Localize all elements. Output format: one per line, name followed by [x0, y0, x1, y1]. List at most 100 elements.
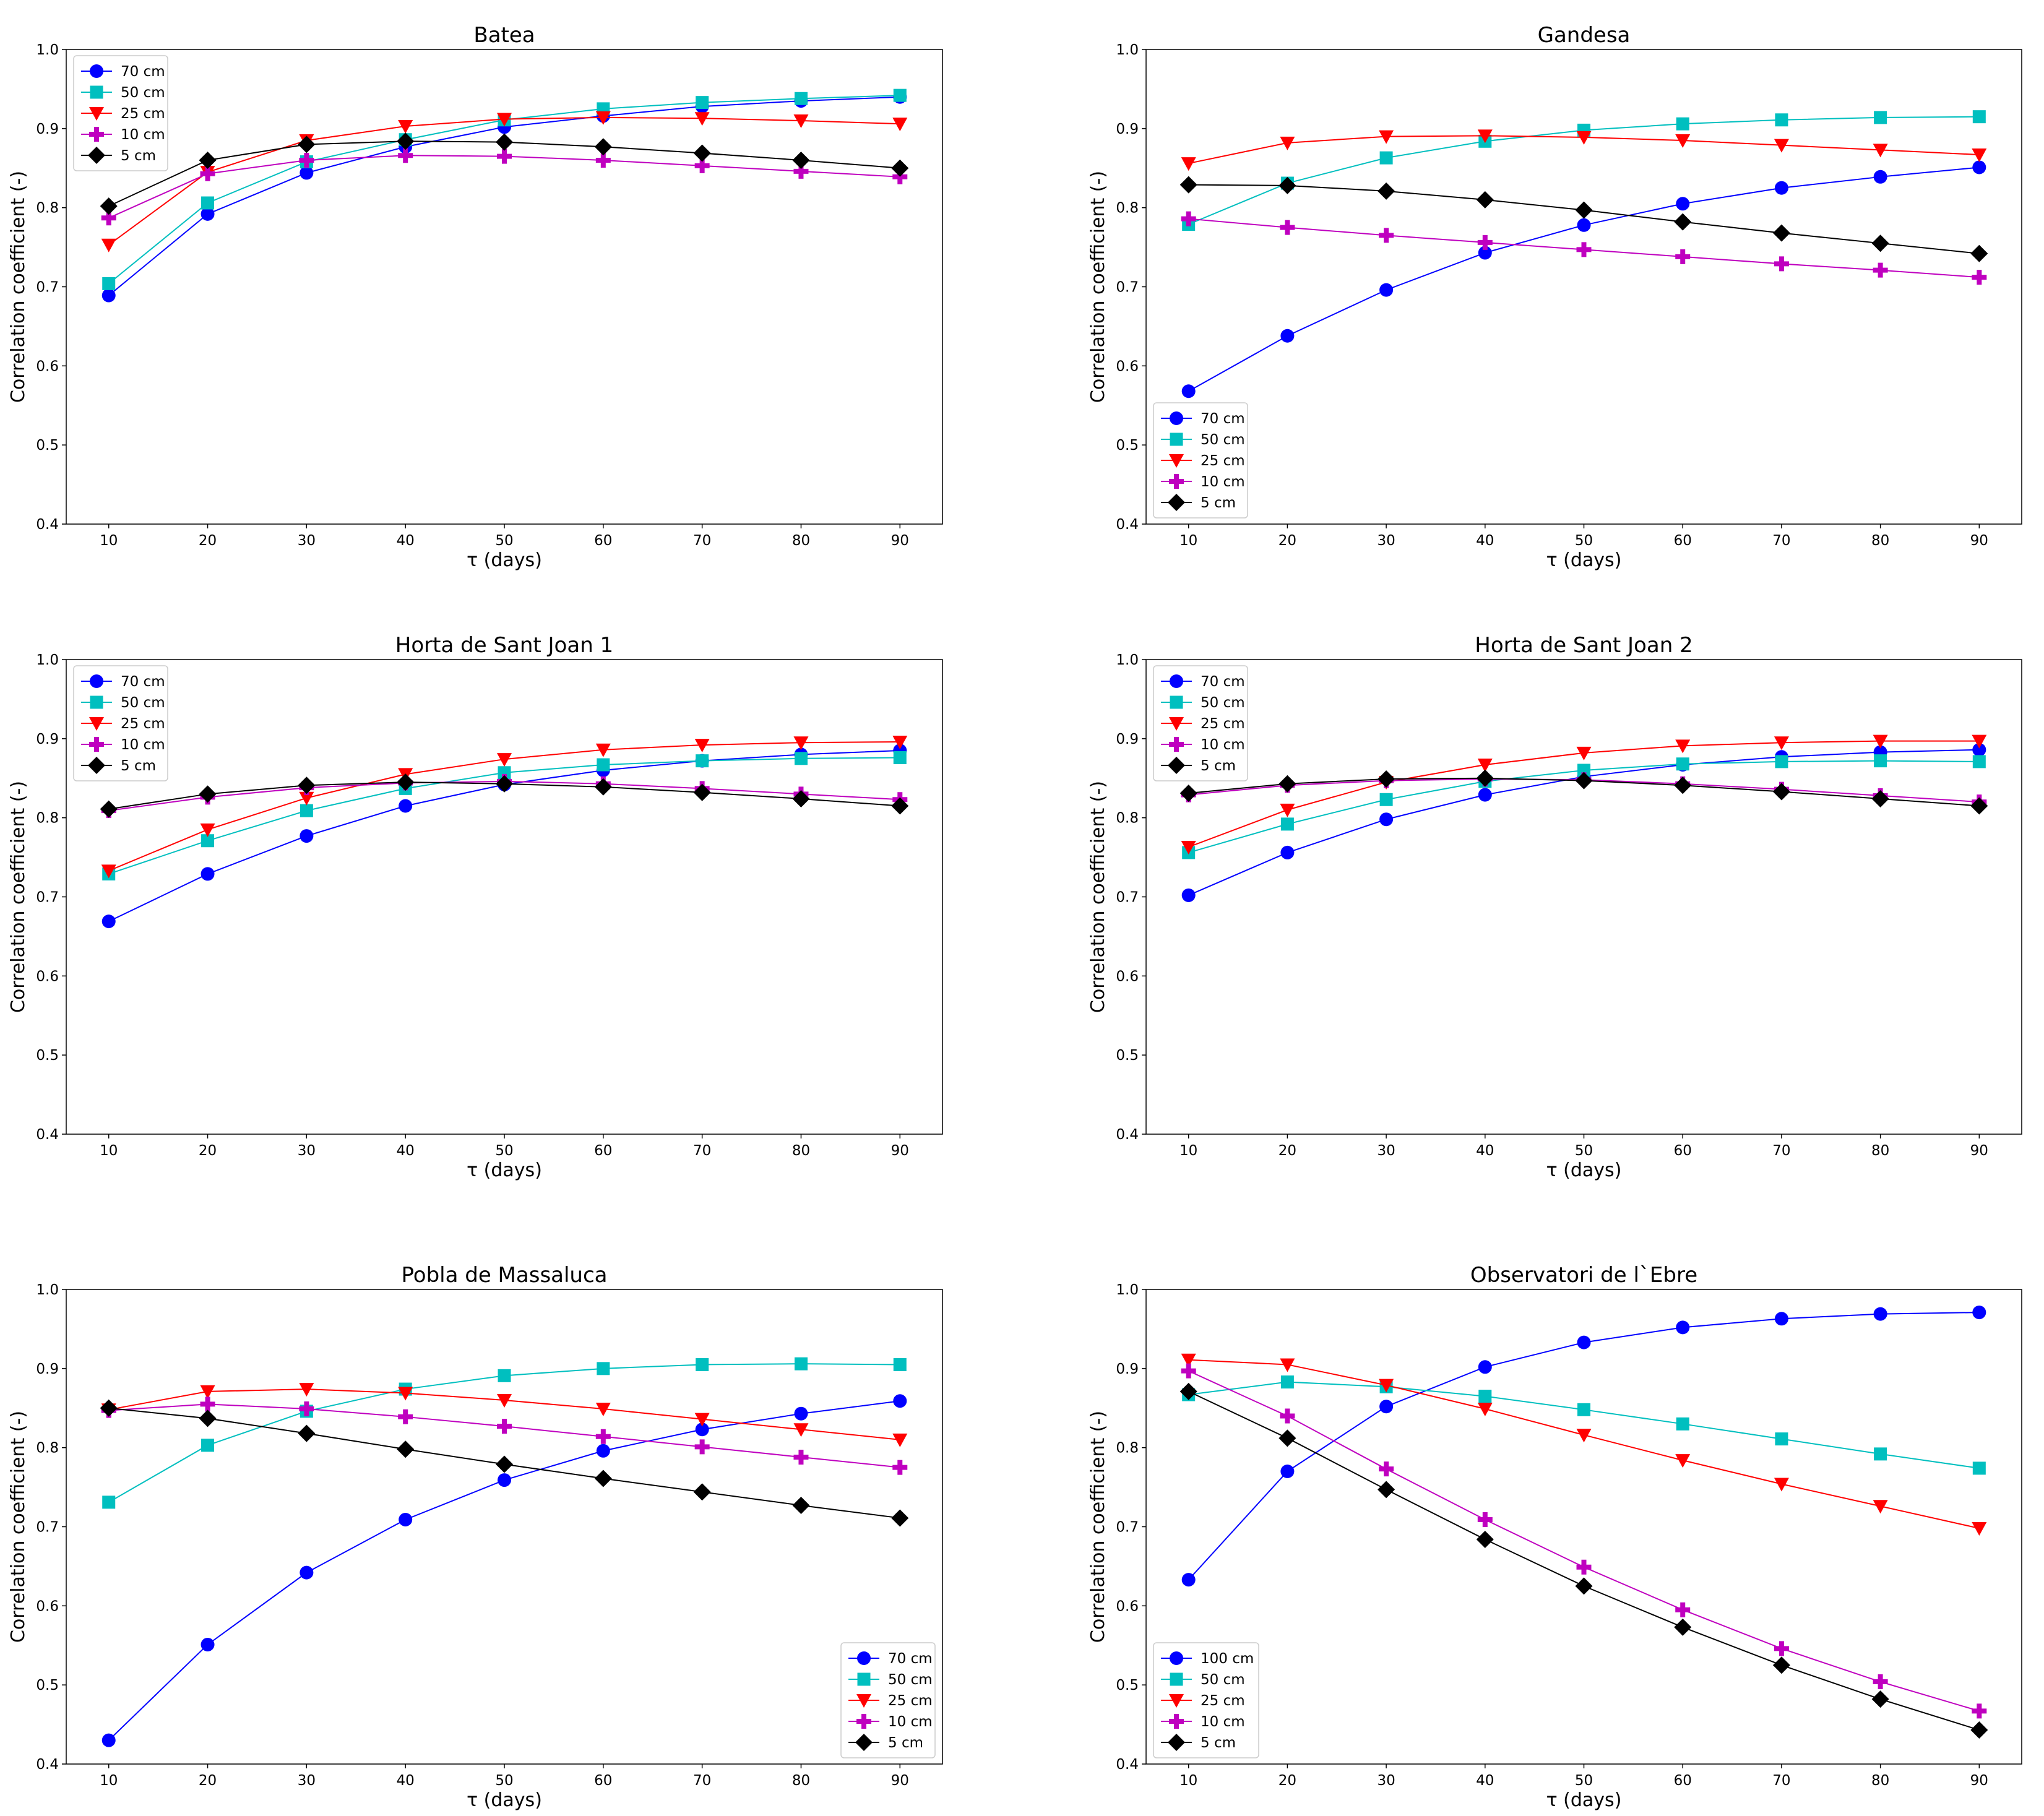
data-point	[794, 752, 808, 765]
legend-marker	[1168, 757, 1185, 774]
data-point	[1280, 1465, 1295, 1479]
data-point	[299, 152, 314, 168]
y-axis-label: Correlation coefficient (-)	[1087, 1411, 1109, 1643]
data-point	[595, 1429, 611, 1444]
legend-marker	[88, 757, 105, 774]
data-point	[794, 1357, 808, 1371]
data-point	[597, 1362, 610, 1375]
x-tick-label: 90	[1970, 1773, 1988, 1789]
legend-marker	[856, 1714, 871, 1729]
data-point	[1675, 134, 1691, 148]
x-tick-label: 30	[298, 533, 316, 549]
y-tick-label: 0.4	[1116, 1127, 1139, 1143]
chart-panel-batea: Batea 10 20 30 40 50 60 70 80 90 0.4 0.5 0.6 0.7 0.8 0.…	[7, 23, 943, 571]
x-tick-label: 60	[594, 533, 612, 549]
series-25-cm	[101, 735, 908, 879]
data-point	[793, 114, 809, 129]
data-point	[1972, 755, 1986, 768]
plot-frame	[1145, 49, 2022, 525]
series-25-cm	[1181, 1353, 1987, 1536]
x-tick-label: 40	[397, 533, 415, 549]
y-tick-label: 0.7	[36, 280, 59, 296]
x-tick-label: 40	[1476, 1773, 1494, 1789]
y-axis-label: Correlation coefficient (-)	[7, 781, 29, 1013]
data-point	[1676, 1417, 1689, 1431]
data-point	[200, 166, 215, 181]
legend-marker	[88, 147, 105, 164]
data-point	[299, 791, 314, 806]
data-point	[1674, 1618, 1692, 1636]
legend-box	[840, 1642, 936, 1758]
data-point	[595, 1403, 611, 1417]
data-point	[1378, 182, 1395, 200]
series-10-cm	[101, 148, 908, 226]
data-point	[1280, 1358, 1295, 1372]
x-tick-label: 30	[298, 1143, 316, 1159]
data-point	[1873, 170, 1887, 184]
data-point	[199, 151, 217, 169]
y-tick-label: 0.8	[36, 1440, 59, 1457]
legend-label: 50 cm	[121, 85, 165, 101]
data-point	[1972, 1522, 1987, 1536]
data-point	[1774, 1478, 1789, 1492]
legend-label: 10 cm	[1201, 474, 1245, 490]
legend-label: 70 cm	[121, 64, 165, 80]
data-point	[1379, 1379, 1394, 1393]
data-point	[1379, 793, 1393, 806]
data-point	[498, 1473, 511, 1487]
legend-marker	[89, 107, 104, 121]
y-tick-label: 0.9	[36, 1361, 59, 1377]
x-axis-label: τ (days)	[467, 549, 542, 571]
x-axis-label: τ (days)	[1546, 1789, 1622, 1811]
y-tick-label: 0.6	[36, 968, 59, 984]
data-point	[101, 288, 116, 303]
data-point	[1676, 117, 1689, 131]
series-line	[1188, 166, 1980, 392]
data-point	[102, 1495, 116, 1509]
data-point	[397, 773, 415, 791]
legend-box	[1153, 1642, 1259, 1758]
legend: 70 cm 50 cm 25 cm 10 cm 5 cm	[840, 1642, 936, 1758]
legend-marker	[857, 1651, 871, 1665]
data-point	[893, 88, 907, 102]
data-point	[1379, 283, 1394, 297]
chart-title: Batea	[473, 23, 535, 48]
x-tick-label: 20	[199, 1773, 217, 1789]
data-point	[892, 735, 908, 749]
legend-label: 10 cm	[121, 127, 165, 143]
data-point	[694, 1413, 710, 1427]
y-tick-label: 0.5	[1116, 1048, 1139, 1064]
x-tick-label: 90	[1970, 1143, 1988, 1159]
data-point	[1972, 742, 1986, 757]
data-point	[794, 1406, 808, 1421]
legend-marker	[90, 674, 103, 688]
data-point	[1379, 812, 1394, 827]
series-5-cm	[100, 773, 909, 818]
data-point	[893, 1358, 907, 1371]
x-tick-label: 50	[495, 533, 513, 549]
data-point	[1179, 1382, 1197, 1400]
x-tick-label: 90	[891, 533, 909, 549]
x-tick-label: 80	[1871, 1773, 1889, 1789]
x-tick-label: 50	[1575, 1143, 1593, 1159]
data-point	[1280, 845, 1295, 859]
data-point	[694, 158, 710, 173]
data-point	[398, 1387, 413, 1401]
y-tick-label: 0.4	[36, 517, 59, 533]
y-tick-label: 0.6	[36, 358, 59, 374]
data-point	[1774, 256, 1789, 272]
data-point	[298, 777, 316, 794]
data-point	[1774, 1312, 1788, 1326]
data-point	[1874, 111, 1887, 124]
data-point	[1576, 746, 1592, 760]
legend-marker	[1169, 717, 1184, 731]
data-point	[298, 1424, 316, 1442]
data-point	[101, 914, 116, 929]
data-point	[694, 112, 710, 126]
data-point	[496, 1455, 513, 1473]
data-point	[595, 152, 611, 168]
data-point	[1179, 785, 1197, 803]
chart-title: Horta de Sant Joan 1	[395, 633, 613, 658]
x-tick-label: 30	[1377, 1143, 1395, 1159]
